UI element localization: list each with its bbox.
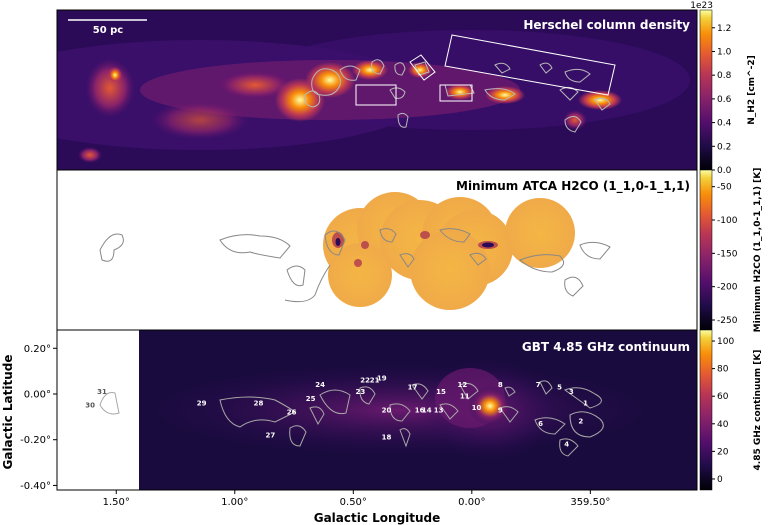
region-label: 14 [422, 406, 432, 414]
x-tick-label: 359.50° [570, 497, 610, 508]
region-label: 1 [583, 399, 588, 407]
panel-herschel: 50 pc Herschel column density [56, 9, 698, 171]
x-tick-label: 0.50° [340, 497, 367, 508]
colorbar-multiplier: 1e23 [690, 1, 713, 11]
x-tick-label: 1.50° [103, 497, 130, 508]
colorbar-tick-label: -150 [717, 249, 738, 259]
panel-gbt-continuum: 1234567891011121314151617181920212223242… [56, 329, 698, 491]
colorbar-tick-label: -50 [717, 183, 732, 193]
x-tick-label: 1.00° [221, 497, 248, 508]
region-label: 2 [578, 418, 583, 426]
colorbar-tick-label: 0.0 [717, 166, 732, 176]
region-label: 9 [498, 406, 503, 414]
colorbar-tick-label: 80 [717, 365, 729, 375]
colorbar-tick-label: -250 [717, 316, 738, 326]
region-label: 6 [538, 420, 543, 428]
region-label: 19 [377, 374, 387, 382]
x-tick-label: 0.00° [458, 497, 485, 508]
region-label: 10 [472, 404, 482, 412]
x-axis: 1.50° 1.00° 0.50° 0.00° 359.50° Galactic Lon… [103, 490, 610, 525]
y-axis: 0.20° 0.00° -0.20° -0.40° Galactic Latitude [1, 344, 57, 492]
region-label: 23 [356, 388, 366, 396]
y-axis-title: Galactic Latitude [1, 354, 15, 469]
colorbar-tick-label: 0.2 [717, 142, 731, 152]
region-label: 5 [557, 383, 562, 391]
colorbar-tick-label: 0 [717, 475, 723, 485]
region-label: 21 [370, 377, 380, 385]
region-labels: 1234567891011121314151617181920212223242… [85, 374, 588, 448]
colorbar-tick-label: 0.6 [717, 95, 732, 105]
colorbar-tick-label: 20 [717, 447, 729, 457]
region-label: 30 [85, 402, 95, 410]
colorbar-tick-label: 0.8 [717, 71, 732, 81]
colorbar-label-gbt: 4.85 GHz continuum [K] [753, 350, 763, 471]
panel-atca-h2co: Minimum ATCA H2CO (1_1,0-1_1,1) [56, 169, 698, 331]
colorbar-tick-label: 40 [717, 420, 729, 430]
region-label: 15 [436, 388, 446, 396]
colorbar-h2co: -50 -100 -150 -200 -250 Minimum H2CO (1_1,0-… [699, 168, 763, 333]
region-label: 3 [569, 388, 574, 396]
region-label: 24 [315, 381, 325, 389]
colorbar-herschel: 1e23 1.2 1.0 0.8 0.6 0.4 0.2 0.0 N_H2 [cm^-2] [690, 1, 757, 176]
colorbar-tick-label: -100 [717, 216, 738, 226]
y-tick-label: 0.20° [24, 344, 51, 355]
panel-title-herschel: Herschel column density [523, 18, 690, 32]
region-label: 11 [460, 393, 470, 401]
colorbar-tick-label: 60 [717, 392, 729, 402]
colorbar-tick-label: 1.0 [717, 47, 732, 57]
y-tick-label: 0.00° [24, 390, 51, 401]
region-label: 7 [536, 381, 541, 389]
colorbar-tick-label: 100 [717, 337, 734, 347]
region-label: 16 [415, 406, 425, 414]
region-label: 22 [360, 377, 370, 385]
region-label: 17 [408, 383, 418, 391]
region-label: 4 [564, 441, 569, 449]
colorbar-gbt: 100 80 60 40 20 0 4.85 GHz continuum [K] [699, 329, 763, 491]
region-label: 8 [498, 381, 503, 389]
y-tick-label: -0.40° [20, 481, 51, 492]
region-label: 29 [197, 399, 207, 407]
panel-title-gbt: GBT 4.85 GHz continuum [522, 340, 690, 354]
region-label: 20 [382, 406, 392, 414]
region-label: 25 [306, 395, 316, 403]
colorbar-label-h2co: Minimum H2CO (1_1,0-1_1,1) [K] [753, 168, 763, 333]
panel-title-atca: Minimum ATCA H2CO (1_1,0-1_1,1) [456, 179, 690, 194]
colorbar-tick-label: 1.2 [717, 24, 731, 34]
colorbar-label-herschel: N_H2 [cm^-2] [747, 55, 757, 124]
region-label: 26 [287, 409, 297, 417]
y-tick-label: -0.20° [20, 435, 51, 446]
colorbar-tick-label: 0.4 [717, 119, 732, 129]
region-label: 12 [457, 381, 467, 389]
colorbar-tick-label: -200 [717, 283, 738, 293]
region-label: 27 [265, 431, 275, 439]
scale-bar-label: 50 pc [93, 25, 124, 36]
region-label: 28 [254, 399, 264, 407]
region-label: 18 [382, 434, 392, 442]
region-label: 31 [97, 388, 107, 396]
x-axis-title: Galactic Longitude [314, 511, 441, 525]
region-label: 13 [434, 406, 444, 414]
